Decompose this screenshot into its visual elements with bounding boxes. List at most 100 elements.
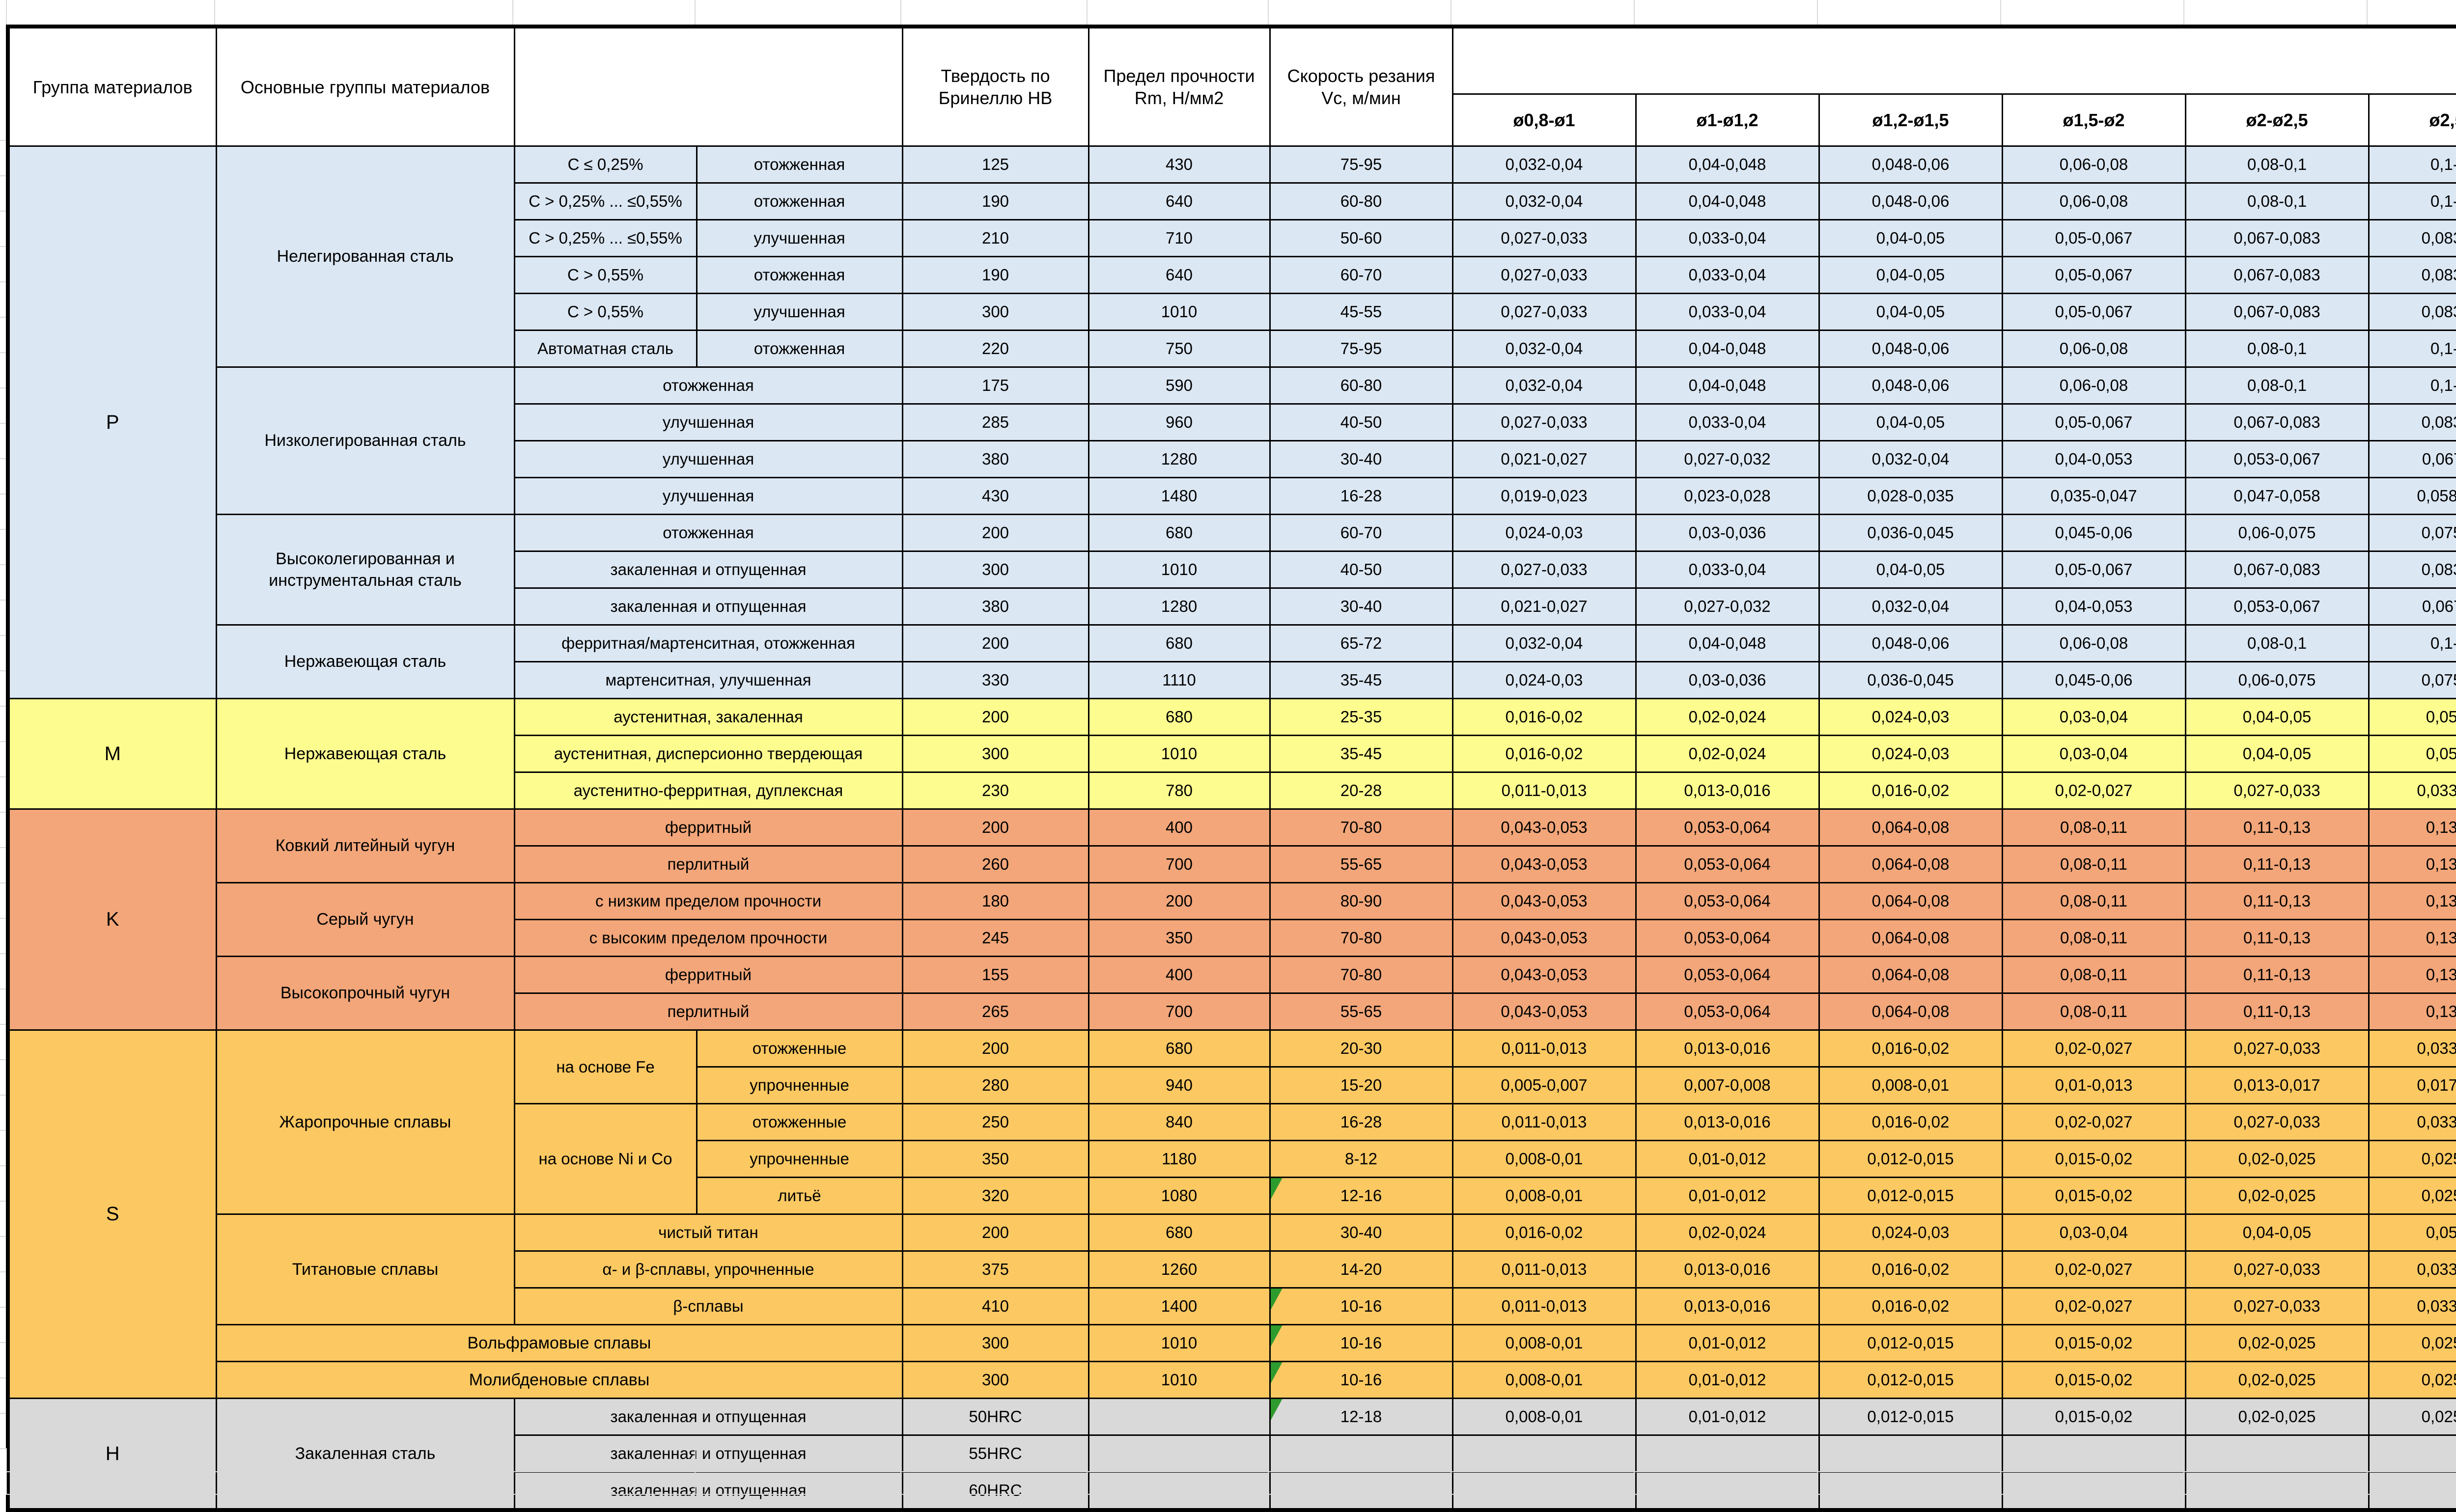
feed-cell[interactable]: 0,053-0,064	[1635, 882, 1820, 920]
speed-cell[interactable]: 55-65	[1269, 992, 1453, 1031]
feed-cell[interactable]: 0,016-0,02	[1451, 735, 1637, 773]
speed-cell[interactable]: 15-20	[1269, 1066, 1453, 1104]
feed-cell[interactable]: 0,06-0,08	[2001, 145, 2186, 184]
feed-cell[interactable]: 0,083-0,13	[2368, 256, 2456, 294]
feed-cell[interactable]: 0,1-0,16	[2368, 366, 2456, 405]
variant-cell[interactable]: улучшенная	[513, 477, 903, 515]
feed-cell[interactable]: 0,032-0,04	[1451, 366, 1637, 405]
feed-cell[interactable]: 0,033-0,04	[1635, 550, 1820, 589]
feed-cell[interactable]: 0,05-0,067	[2001, 550, 2186, 589]
feed-cell[interactable]: 0,016-0,02	[1451, 1213, 1637, 1252]
speed-cell[interactable]: 16-28	[1269, 477, 1453, 515]
feed-cell[interactable]	[1818, 1471, 2003, 1511]
feed-cell[interactable]	[1451, 1434, 1637, 1473]
feed-cell[interactable]: 0,027-0,032	[1635, 587, 1820, 626]
feed-cell[interactable]: 0,027-0,033	[1451, 293, 1637, 331]
header-strength[interactable]: Предел прочности Rm, Н/мм2	[1088, 26, 1271, 147]
feed-cell[interactable]: 0,024-0,03	[1818, 1213, 2003, 1252]
feed-cell[interactable]: 0,012-0,015	[1818, 1140, 2003, 1178]
header-dia-1[interactable]: ø1-ø1,2	[1635, 93, 1820, 147]
speed-cell[interactable]: 30-40	[1269, 587, 1453, 626]
header-material-group[interactable]: Группа материалов	[7, 26, 217, 147]
feed-cell[interactable]: 0,13-0,21	[2368, 845, 2456, 883]
material-family-cell[interactable]: Нелегированная сталь	[215, 145, 515, 368]
variant-cell[interactable]: упрочненные	[696, 1066, 903, 1104]
feed-cell[interactable]: 0,053-0,064	[1635, 845, 1820, 883]
material-subtype-cell[interactable]: C > 0,55%	[513, 293, 698, 331]
feed-cell[interactable]: 0,13-0,21	[2368, 882, 2456, 920]
variant-cell[interactable]: аустенитно-ферритная, дуплексная	[513, 771, 903, 810]
feed-cell[interactable]	[2368, 1434, 2456, 1473]
feed-cell[interactable]: 0,043-0,053	[1451, 992, 1637, 1031]
feed-cell[interactable]: 0,043-0,053	[1451, 956, 1637, 994]
feed-cell[interactable]: 0,083-0,13	[2368, 219, 2456, 257]
hardness-cell[interactable]: 125	[901, 145, 1089, 184]
group-letter-cell[interactable]: M	[7, 698, 217, 810]
feed-cell[interactable]: 0,02-0,024	[1635, 1213, 1820, 1252]
feed-cell[interactable]: 0,064-0,08	[1818, 956, 2003, 994]
feed-cell[interactable]: 0,08-0,11	[2001, 845, 2186, 883]
speed-cell[interactable]: 40-50	[1269, 550, 1453, 589]
feed-cell[interactable]: 0,08-0,11	[2001, 919, 2186, 957]
feed-cell[interactable]: 0,008-0,01	[1451, 1324, 1637, 1362]
hardness-cell[interactable]: 430	[901, 477, 1089, 515]
strength-cell[interactable]: 680	[1088, 1213, 1271, 1252]
hardness-cell[interactable]: 200	[901, 624, 1089, 662]
strength-cell[interactable]: 640	[1088, 182, 1271, 220]
hardness-cell[interactable]: 410	[901, 1287, 1089, 1325]
strength-cell[interactable]: 1080	[1088, 1177, 1271, 1215]
feed-cell[interactable]: 0,04-0,05	[2184, 1213, 2370, 1252]
feed-cell[interactable]: 0,11-0,13	[2184, 808, 2370, 847]
hardness-cell[interactable]: 60HRC	[901, 1471, 1089, 1511]
variant-cell[interactable]: закаленная и отпущенная	[513, 1471, 903, 1511]
feed-cell[interactable]: 0,1-0,16	[2368, 330, 2456, 368]
material-subtype-cell[interactable]: на основе Fe	[513, 1029, 698, 1104]
hardness-cell[interactable]: 330	[901, 661, 1089, 699]
variant-cell[interactable]: аустенитная, закаленная	[513, 698, 903, 736]
feed-cell[interactable]: 0,033-0,053	[2368, 1250, 2456, 1289]
feed-cell[interactable]: 0,016-0,02	[1818, 1103, 2003, 1141]
variant-cell[interactable]: улучшенная	[696, 293, 903, 331]
feed-cell[interactable]	[1818, 1434, 2003, 1473]
speed-cell[interactable]: 65-72	[1269, 624, 1453, 662]
variant-cell[interactable]: α- и β-сплавы, упрочненные	[513, 1250, 903, 1289]
strength-cell[interactable]: 940	[1088, 1066, 1271, 1104]
speed-cell[interactable]: 10-16	[1269, 1361, 1453, 1399]
feed-cell[interactable]: 0,05-0,067	[2001, 256, 2186, 294]
speed-cell[interactable]: 35-45	[1269, 735, 1453, 773]
feed-cell[interactable]: 0,033-0,04	[1635, 219, 1820, 257]
material-subtype-cell[interactable]: C ≤ 0,25%	[513, 145, 698, 184]
feed-cell[interactable]: 0,04-0,05	[1818, 403, 2003, 441]
feed-cell[interactable]: 0,027-0,033	[1451, 403, 1637, 441]
material-subtype-cell[interactable]: Автоматная сталь	[513, 330, 698, 368]
feed-cell[interactable]: 0,048-0,06	[1818, 182, 2003, 220]
variant-cell[interactable]: перлитный	[513, 992, 903, 1031]
material-family-cell[interactable]: Высокопрочный чугун	[215, 956, 515, 1031]
hardness-cell[interactable]: 380	[901, 440, 1089, 478]
feed-cell[interactable]	[1635, 1471, 1820, 1511]
feed-cell[interactable]: 0,033-0,053	[2368, 1103, 2456, 1141]
strength-cell[interactable]: 1280	[1088, 440, 1271, 478]
speed-cell[interactable]: 75-95	[1269, 330, 1453, 368]
hardness-cell[interactable]: 180	[901, 882, 1089, 920]
feed-cell[interactable]: 0,012-0,015	[1818, 1177, 2003, 1215]
speed-cell[interactable]: 14-20	[1269, 1250, 1453, 1289]
speed-cell[interactable]: 50-60	[1269, 219, 1453, 257]
feed-cell[interactable]: 0,11-0,13	[2184, 919, 2370, 957]
feed-cell[interactable]: 0,013-0,016	[1635, 1250, 1820, 1289]
feed-cell[interactable]: 0,027-0,033	[2184, 771, 2370, 810]
material-family-cell[interactable]: Закаленная сталь	[215, 1398, 515, 1511]
feed-cell[interactable]: 0,053-0,067	[2184, 440, 2370, 478]
feed-cell[interactable]: 0,11-0,13	[2184, 956, 2370, 994]
feed-cell[interactable]: 0,08-0,11	[2001, 956, 2186, 994]
variant-cell[interactable]: улучшенная	[513, 403, 903, 441]
feed-cell[interactable]: 0,02-0,024	[1635, 698, 1820, 736]
hardness-cell[interactable]: 300	[901, 1324, 1089, 1362]
feed-cell[interactable]: 0,058-0,093	[2368, 477, 2456, 515]
feed-cell[interactable]	[2001, 1471, 2186, 1511]
feed-cell[interactable]: 0,083-0,13	[2368, 550, 2456, 589]
feed-cell[interactable]: 0,08-0,11	[2001, 808, 2186, 847]
feed-cell[interactable]: 0,021-0,027	[1451, 587, 1637, 626]
feed-cell[interactable]: 0,05-0,08	[2368, 698, 2456, 736]
material-family-cell[interactable]: Ковкий литейный чугун	[215, 808, 515, 883]
